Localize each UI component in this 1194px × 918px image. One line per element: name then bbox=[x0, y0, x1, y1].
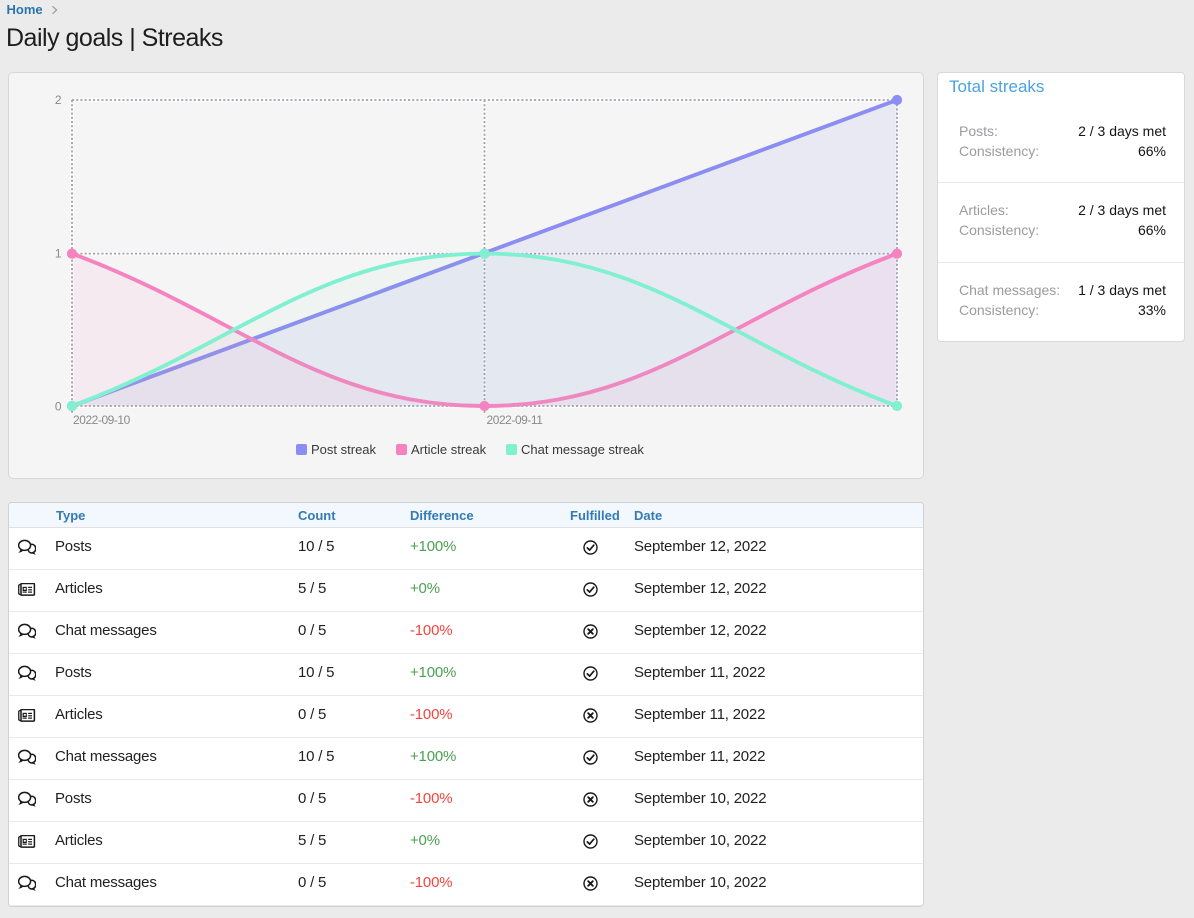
svg-text:Post streak: Post streak bbox=[311, 442, 377, 457]
svg-text:1: 1 bbox=[55, 247, 62, 261]
svg-text:2: 2 bbox=[55, 93, 62, 107]
svg-text:2022-09-11: 2022-09-11 bbox=[487, 413, 544, 427]
svg-text:2022-09-10: 2022-09-10 bbox=[73, 413, 131, 427]
svg-text:Chat message streak: Chat message streak bbox=[521, 442, 644, 457]
svg-text:0: 0 bbox=[55, 400, 62, 414]
svg-text:Article streak: Article streak bbox=[411, 442, 487, 457]
